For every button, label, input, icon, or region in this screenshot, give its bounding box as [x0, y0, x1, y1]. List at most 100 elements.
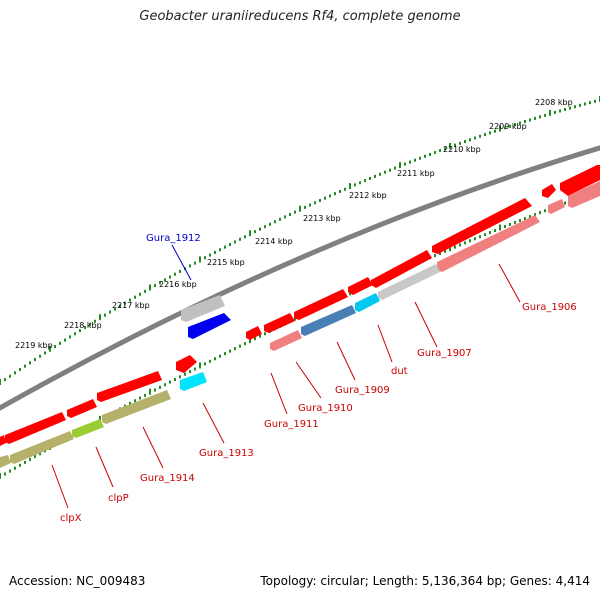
minor-tick [214, 357, 216, 361]
feature-gura-1906[interactable] [437, 215, 540, 272]
feature-8[interactable] [67, 399, 97, 418]
feature-4[interactable] [294, 289, 348, 320]
minor-tick [509, 223, 511, 227]
minor-tick [254, 337, 256, 341]
label-gura-1910[interactable]: Gura_1910 [298, 403, 353, 414]
minor-tick [194, 367, 196, 371]
feature-right-small-pink[interactable] [548, 199, 565, 214]
feature-2[interactable] [371, 250, 432, 288]
minor-tick [494, 129, 496, 133]
minor-tick [224, 352, 226, 356]
label-clpp[interactable]: clpP [108, 493, 129, 504]
minor-tick [189, 370, 191, 374]
feature-gura-1907[interactable] [378, 264, 440, 300]
minor-tick [464, 241, 466, 245]
feature-dut[interactable] [355, 293, 380, 312]
feature-3[interactable] [348, 277, 373, 295]
label-gura-1914[interactable]: Gura_1914 [140, 473, 195, 484]
minor-tick [4, 472, 6, 476]
feature-7[interactable] [97, 371, 162, 402]
feature-clpx[interactable] [10, 431, 74, 464]
feature-right-pink[interactable] [568, 181, 600, 208]
minor-tick [464, 140, 466, 144]
minor-tick [434, 151, 436, 155]
map-title: Geobacter uraniireducens Rf4, complete g… [139, 9, 461, 24]
minor-tick [424, 154, 426, 158]
minor-tick [484, 233, 486, 237]
minor-tick [474, 237, 476, 241]
tick-label: 2215 kbp [207, 258, 245, 267]
minor-tick [444, 147, 446, 151]
minor-tick [119, 304, 121, 308]
tick-label: 2209 kbp [489, 122, 527, 131]
tick-label: 2211 kbp [397, 169, 435, 178]
label-gura-1906[interactable]: Gura_1906 [522, 302, 577, 313]
label-gura-1911[interactable]: Gura_1911 [264, 419, 319, 430]
minor-tick [89, 322, 91, 326]
minor-tick [264, 332, 266, 336]
feature-gura-1914[interactable] [102, 390, 171, 424]
minor-tick [514, 123, 516, 127]
minor-tick [9, 469, 11, 473]
minor-tick [454, 143, 456, 147]
minor-tick [24, 460, 26, 464]
major-tick [0, 473, 1, 479]
minor-tick [239, 344, 241, 348]
label-dut[interactable]: dut [391, 366, 408, 377]
minor-tick [519, 121, 521, 125]
minor-tick [564, 108, 566, 112]
leader-gura-1914 [142, 426, 164, 469]
minor-tick [434, 254, 436, 258]
minor-tick [489, 131, 491, 135]
feature-left-edge[interactable] [0, 455, 11, 468]
feature-gura-1909[interactable] [301, 305, 356, 336]
minor-tick [224, 245, 226, 249]
major-tick [0, 379, 1, 385]
feature-small-1[interactable] [542, 184, 556, 198]
minor-tick [359, 181, 361, 185]
minor-tick [524, 119, 526, 123]
minor-tick [229, 242, 231, 246]
feature-5[interactable] [264, 313, 295, 333]
label-gura-1907[interactable]: Gura_1907 [417, 348, 472, 359]
feature-9[interactable] [5, 412, 66, 444]
minor-tick [79, 329, 81, 333]
feature-gura-1912-gray[interactable] [181, 295, 225, 322]
minor-tick [104, 313, 106, 317]
minor-tick [469, 239, 471, 243]
feature-gura-1913-top[interactable] [176, 355, 197, 373]
minor-tick [279, 217, 281, 221]
minor-tick [154, 388, 156, 392]
feature-gura-1906-region[interactable] [560, 165, 600, 196]
minor-tick [169, 275, 171, 279]
tick-label: 2218 kbp [64, 321, 102, 330]
feature-10[interactable] [0, 435, 6, 446]
minor-tick [514, 221, 516, 225]
minor-tick [169, 380, 171, 384]
label-gura-1909[interactable]: Gura_1909 [335, 385, 390, 396]
feature-gura-1912[interactable] [188, 313, 231, 339]
minor-tick [39, 354, 41, 358]
minor-tick [39, 452, 41, 456]
major-tick [49, 345, 51, 352]
leader-gura-1913 [202, 402, 225, 444]
minor-tick [459, 243, 461, 247]
feature-large-1[interactable] [432, 198, 532, 254]
minor-tick [504, 225, 506, 229]
feature-clpp[interactable] [72, 419, 104, 438]
feature-6[interactable] [246, 326, 262, 340]
minor-tick [259, 334, 261, 338]
feature-gura-1913[interactable] [180, 372, 207, 391]
minor-tick [184, 372, 186, 376]
minor-tick [319, 198, 321, 202]
feature-gura-1910[interactable] [270, 330, 302, 351]
minor-tick [164, 278, 166, 282]
tick-label: 2212 kbp [349, 191, 387, 200]
label-clpx[interactable]: clpX [60, 513, 82, 524]
minor-tick [394, 166, 396, 170]
minor-tick [374, 174, 376, 178]
minor-tick [569, 106, 571, 110]
label-gura-1913[interactable]: Gura_1913 [199, 448, 254, 459]
label-gura-1912[interactable]: Gura_1912 [146, 233, 201, 244]
